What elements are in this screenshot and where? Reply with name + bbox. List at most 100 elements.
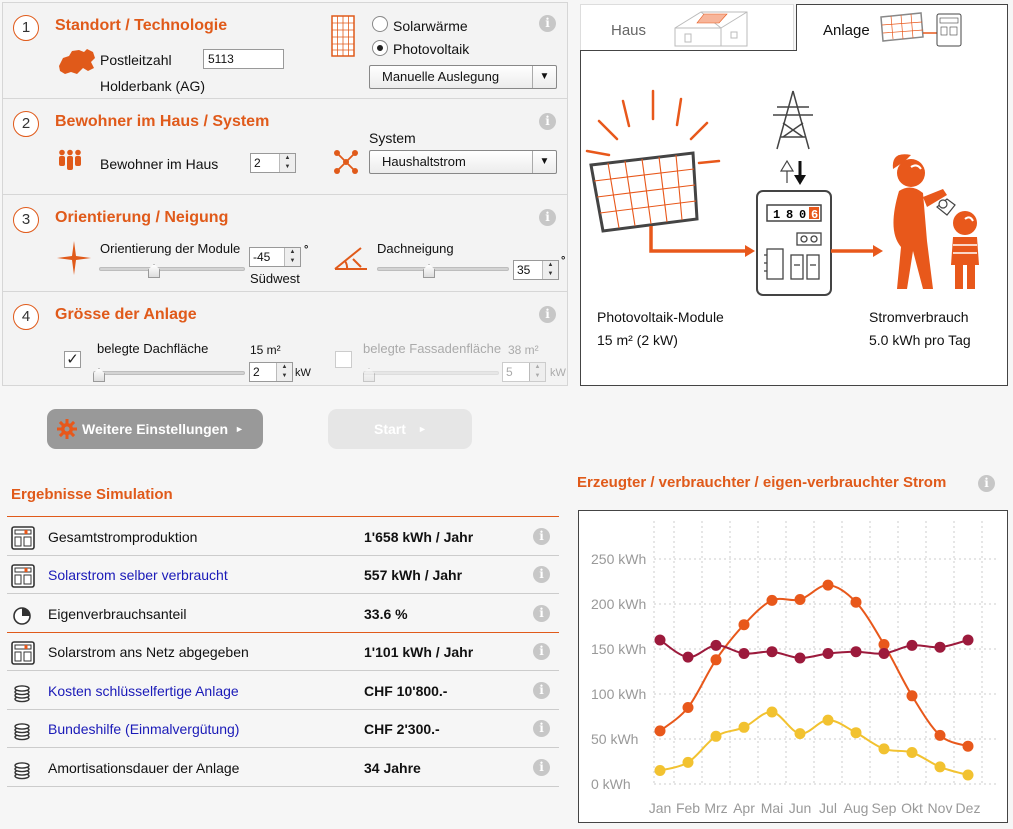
results-row: Amortisationsdauer der Anlage 34 Jahre i [7, 749, 559, 787]
results-row: Kosten schlüsselfertige Anlage CHF 10'800… [7, 672, 559, 710]
stepper-arrows-icon[interactable]: ▲ ▼ [279, 154, 295, 172]
meter-digit: 8 [786, 208, 793, 222]
orientation-slider[interactable] [99, 267, 245, 271]
y-tick-label: 250 kWh [591, 551, 646, 567]
facade-area-checkbox[interactable] [335, 351, 352, 368]
info-icon[interactable]: i [533, 605, 550, 622]
settings-panel: 1 Standort / Technologie Postleitzahl 51… [2, 2, 568, 386]
data-point [934, 641, 946, 653]
result-name[interactable]: Solarstrom selber verbraucht [48, 567, 228, 583]
coins-icon [11, 718, 35, 742]
data-point [822, 714, 834, 726]
data-point [710, 639, 722, 651]
residents-icon [59, 149, 81, 170]
data-point [878, 639, 890, 650]
data-point [738, 648, 750, 659]
tab-haus[interactable]: Haus [580, 4, 794, 50]
residents-stepper[interactable]: 2 ▲ ▼ [250, 153, 296, 173]
step-number: 2 [13, 111, 39, 137]
orientation-slider-handle[interactable] [148, 264, 160, 278]
stepper-arrows-icon[interactable]: ▲ ▼ [542, 261, 558, 279]
results-row: Solarstrom selber verbraucht 557 kWh / Ja… [7, 556, 559, 594]
play-arrow-icon: ► [235, 424, 244, 434]
facade-area-slider[interactable] [363, 371, 499, 375]
roof-kw-stepper[interactable]: 2 ▲ ▼ [249, 362, 293, 382]
result-value: 34 Jahre [364, 760, 421, 776]
meter-digit: 0 [799, 208, 806, 222]
system-select[interactable]: Haushaltstrom ▼ [369, 150, 557, 174]
x-tick-label: Jun [789, 800, 812, 816]
data-point [934, 729, 946, 741]
meter-digit: 6 [811, 208, 818, 222]
system-icon [880, 12, 962, 47]
line-chart: 0 kWh 50 kWh 100 kWh 150 kWh 200 kWh 250 kWh J… [591, 521, 999, 816]
data-point [794, 652, 806, 664]
play-arrow-icon: ► [418, 424, 427, 434]
result-value: CHF 2'300.- [364, 721, 440, 737]
info-icon[interactable]: i [539, 15, 556, 32]
data-point [906, 747, 918, 758]
x-tick-label: Dez [956, 800, 981, 816]
design-mode-select[interactable]: Manuelle Auslegung ▼ [369, 65, 557, 89]
info-icon[interactable]: i [533, 643, 550, 660]
radio-solar-heat[interactable] [372, 16, 388, 32]
section-size: 4 Grösse der Anlage ✓ belegte Dachfläche… [3, 292, 567, 386]
result-name[interactable]: Kosten schlüsselfertige Anlage [48, 683, 239, 699]
stepper-arrows-icon[interactable]: ▲ ▼ [276, 363, 292, 381]
info-icon[interactable]: i [539, 113, 556, 130]
data-point [654, 634, 666, 646]
result-value: 33.6 % [364, 606, 408, 622]
tilt-slider-handle[interactable] [423, 264, 435, 278]
tilt-stepper[interactable]: 35 ▲ ▼ [513, 260, 559, 280]
info-icon[interactable]: i [978, 475, 995, 492]
tab-anlage-label: Anlage [823, 22, 870, 39]
info-icon[interactable]: i [533, 720, 550, 737]
roof-area-slider[interactable] [93, 371, 245, 375]
orientation-stepper[interactable]: -45 ▲ ▼ [249, 247, 301, 267]
info-icon[interactable]: i [533, 528, 550, 545]
y-tick-label: 200 kWh [591, 596, 646, 612]
x-tick-label: Aug [844, 800, 869, 816]
coins-icon [11, 757, 35, 781]
postal-code-input[interactable]: 5113 [203, 49, 284, 69]
solar-module-icon [331, 15, 355, 57]
info-icon[interactable]: i [533, 682, 550, 699]
info-icon[interactable]: i [539, 209, 556, 226]
info-icon[interactable]: i [533, 759, 550, 776]
x-tick-label: Apr [733, 800, 755, 816]
facade-area-label: belegte Fassadenfläche [363, 341, 502, 356]
tab-anlage[interactable]: Anlage [796, 4, 1008, 51]
stepper-arrows-icon[interactable]: ▲ ▼ [529, 363, 545, 381]
start-button[interactable]: Start ► [328, 409, 472, 449]
info-icon[interactable]: i [533, 566, 550, 583]
residents-value: 2 [254, 156, 261, 170]
radio-photovoltaic[interactable] [372, 40, 388, 56]
roof-area-value: 15 m² [250, 343, 281, 357]
roof-area-slider-handle[interactable] [93, 368, 105, 382]
facade-area-slider-handle[interactable] [363, 368, 375, 382]
step-number: 1 [13, 15, 39, 41]
coins-icon [11, 680, 35, 704]
tilt-slider[interactable] [377, 267, 509, 271]
stepper-arrows-icon[interactable]: ▲ ▼ [284, 248, 300, 266]
x-tick-label: Jul [819, 800, 837, 816]
consumption-value: 5.0 kWh pro Tag [869, 332, 971, 348]
data-point [934, 761, 946, 773]
meter-digit: 1 [773, 208, 780, 222]
section-orientation: 3 Orientierung / Neigung Orientierung de… [3, 195, 567, 292]
info-icon[interactable]: i [539, 306, 556, 323]
roof-area-checkbox[interactable]: ✓ [64, 351, 81, 368]
system-label: System [369, 130, 416, 146]
more-settings-button[interactable]: Weitere Einstellungen ► [47, 409, 263, 449]
pv-modules-value: 15 m² (2 kW) [597, 332, 678, 348]
data-point [850, 646, 862, 658]
result-name[interactable]: Bundeshilfe (Einmalvergütung) [48, 721, 240, 737]
divider [7, 516, 559, 517]
consumption-label: Stromverbrauch [869, 309, 969, 325]
section-title: Grösse der Anlage [55, 306, 197, 323]
y-tick-label: 100 kWh [591, 686, 646, 702]
kw-unit: kW [550, 367, 566, 379]
tilt-label: Dachneigung [377, 241, 454, 256]
facade-kw-stepper[interactable]: 5 ▲ ▼ [502, 362, 546, 382]
house-icon [674, 11, 748, 47]
